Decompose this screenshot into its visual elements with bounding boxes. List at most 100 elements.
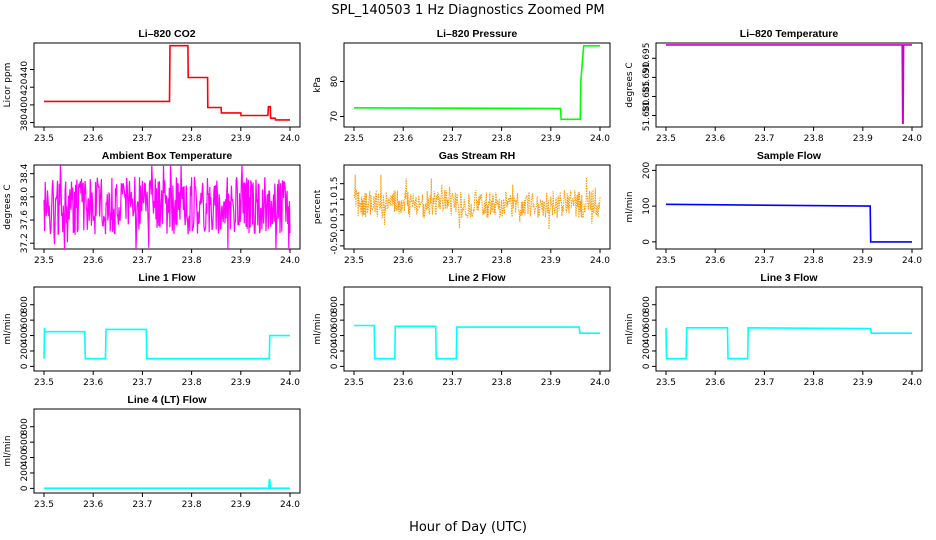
y-tick-label: 420 — [20, 78, 30, 95]
x-tick-label: 23.7 — [442, 378, 462, 388]
x-tick-label: 23.5 — [34, 378, 54, 388]
x-tick-label: 24.0 — [902, 256, 922, 266]
y-axis-label: ml/min — [3, 313, 13, 344]
panel-title: Li–820 Temperature — [740, 28, 839, 40]
x-tick-label: 23.9 — [541, 134, 561, 144]
y-tick-label: 600 — [20, 311, 30, 328]
y-tick-label: 400 — [642, 327, 652, 344]
y-tick-label: 200 — [642, 342, 652, 359]
panel-title: Li–820 Pressure — [437, 28, 518, 40]
page-title: SPL_140503 1 Hz Diagnostics Zoomed PM — [331, 3, 604, 18]
y-tick-label: 0 — [20, 363, 30, 369]
x-tick-label: 23.9 — [853, 378, 873, 388]
y-tick-label: 200 — [642, 162, 652, 179]
panel-line1: Line 1 Flow 23.5 23.6 23.7 23.8 23.9 24.0 0 2004… — [3, 272, 301, 388]
x-tick-label: 23.5 — [656, 134, 676, 144]
x-tick-label: 23.9 — [231, 378, 251, 388]
plot-frame — [343, 164, 611, 250]
y-axis-label: ml/min — [3, 435, 13, 466]
plot-frame — [655, 42, 923, 128]
series-line — [354, 324, 600, 360]
x-tick-label: 24.0 — [280, 256, 300, 266]
x-tick-label: 23.6 — [393, 134, 413, 144]
series-line — [353, 174, 601, 230]
x-tick-label: 23.5 — [344, 134, 364, 144]
series-line — [44, 479, 290, 490]
y-tick-label: 0 — [642, 363, 652, 369]
series-line — [44, 44, 290, 121]
x-tick-label: 24.0 — [280, 378, 300, 388]
y-tick-label: 600 — [330, 311, 340, 328]
y-tick-label: 38.4 — [20, 163, 30, 183]
x-tick-label: 23.8 — [182, 256, 202, 266]
y-tick-label: 400 — [20, 327, 30, 344]
x-tick-label: 23.7 — [132, 378, 152, 388]
y-tick-label: 51.680 — [642, 100, 652, 132]
panel-title: Sample Flow — [757, 150, 822, 162]
x-tick-label: 23.8 — [804, 378, 824, 388]
plot-frame — [343, 42, 611, 128]
y-tick-label: 200 — [20, 342, 30, 359]
x-tick-label: 23.8 — [492, 256, 512, 266]
panel-temperature: Li–820 Temperature 23.5 23.6 23.7 23.8 23.9 24… — [625, 28, 923, 144]
panel-title: Ambient Box Temperature — [102, 150, 233, 162]
x-tick-label: 23.5 — [656, 256, 676, 266]
plot-frame — [33, 286, 301, 372]
series-line — [43, 327, 290, 360]
y-axis-label: ml/min — [625, 191, 635, 222]
x-tick-label: 23.7 — [754, 134, 774, 144]
x-tick-label: 23.9 — [231, 134, 251, 144]
y-tick-label: 400 — [20, 96, 30, 113]
y-tick-label: 0.5 — [330, 208, 340, 222]
panel-sample: Sample Flow 23.5 23.6 23.7 23.8 23.9 24.0 0 100 2… — [625, 150, 923, 266]
y-axis-label: degrees C — [3, 184, 13, 229]
y-axis-label: Licor ppm — [3, 63, 13, 108]
x-tick-label: 23.5 — [344, 378, 364, 388]
x-tick-label: 23.8 — [492, 378, 512, 388]
y-tick-label: 1.5 — [330, 177, 340, 191]
x-tick-label: 23.6 — [705, 378, 725, 388]
plot-frame — [655, 164, 923, 250]
y-tick-label: 380 — [20, 114, 30, 131]
y-axis-label: ml/min — [625, 313, 635, 344]
panel-ambient: Ambient Box Temperature 23.5 23.6 23.7 23.8 2… — [3, 150, 301, 266]
y-tick-label: 100 — [642, 197, 652, 214]
y-tick-label: 80 — [330, 76, 340, 88]
x-tick-label: 23.5 — [34, 134, 54, 144]
x-tick-label: 23.6 — [83, 378, 103, 388]
y-tick-label: 51.685 — [642, 81, 652, 113]
x-tick-label: 23.8 — [182, 134, 202, 144]
panel-line3: Line 3 Flow 23.5 23.6 23.7 23.8 23.9 24.0 0 2004… — [625, 272, 923, 388]
x-tick-label: 23.7 — [442, 134, 462, 144]
panel-co2: Li–820 CO2 23.5 23.6 23.7 23.8 23.9 24.0 380400… — [3, 28, 301, 144]
y-tick-label: 200 — [330, 342, 340, 359]
y-tick-label: 200 — [20, 464, 30, 481]
y-axis-label: percent — [313, 189, 323, 224]
y-tick-label: 800 — [330, 296, 340, 313]
x-tick-label: 23.6 — [83, 256, 103, 266]
series-line — [666, 44, 912, 124]
x-tick-label: 23.8 — [182, 378, 202, 388]
y-tick-label: 0 — [20, 485, 30, 491]
y-tick-label: 600 — [20, 433, 30, 450]
y-tick-label: 0 — [642, 239, 652, 245]
y-tick-label: 0.0 — [330, 223, 340, 238]
x-tick-label: 23.5 — [34, 500, 54, 510]
x-tick-label: 23.7 — [754, 378, 774, 388]
plot-frame — [343, 286, 611, 372]
plot-frame — [33, 164, 301, 250]
y-tick-label: 440 — [20, 61, 30, 78]
y-tick-label: 800 — [642, 296, 652, 313]
y-tick-label: 400 — [330, 327, 340, 344]
panel-line4: Line 4 (LT) Flow 23.5 23.6 23.7 23.8 23.9 24.0… — [3, 394, 301, 510]
panel-rh: Gas Stream RH 23.5 23.6 23.7 23.8 23.9 24.0 -0.… — [313, 150, 611, 266]
panel-title: Line 2 Flow — [448, 272, 506, 284]
x-tick-label: 24.0 — [902, 134, 922, 144]
x-tick-label: 23.9 — [853, 134, 873, 144]
y-tick-label: 800 — [20, 418, 30, 435]
x-tick-label: 23.9 — [541, 256, 561, 266]
x-tick-label: 23.8 — [804, 134, 824, 144]
x-tick-label: 23.6 — [705, 134, 725, 144]
panel-title: Line 4 (LT) Flow — [127, 394, 207, 406]
y-tick-label: 51.695 — [642, 43, 652, 75]
